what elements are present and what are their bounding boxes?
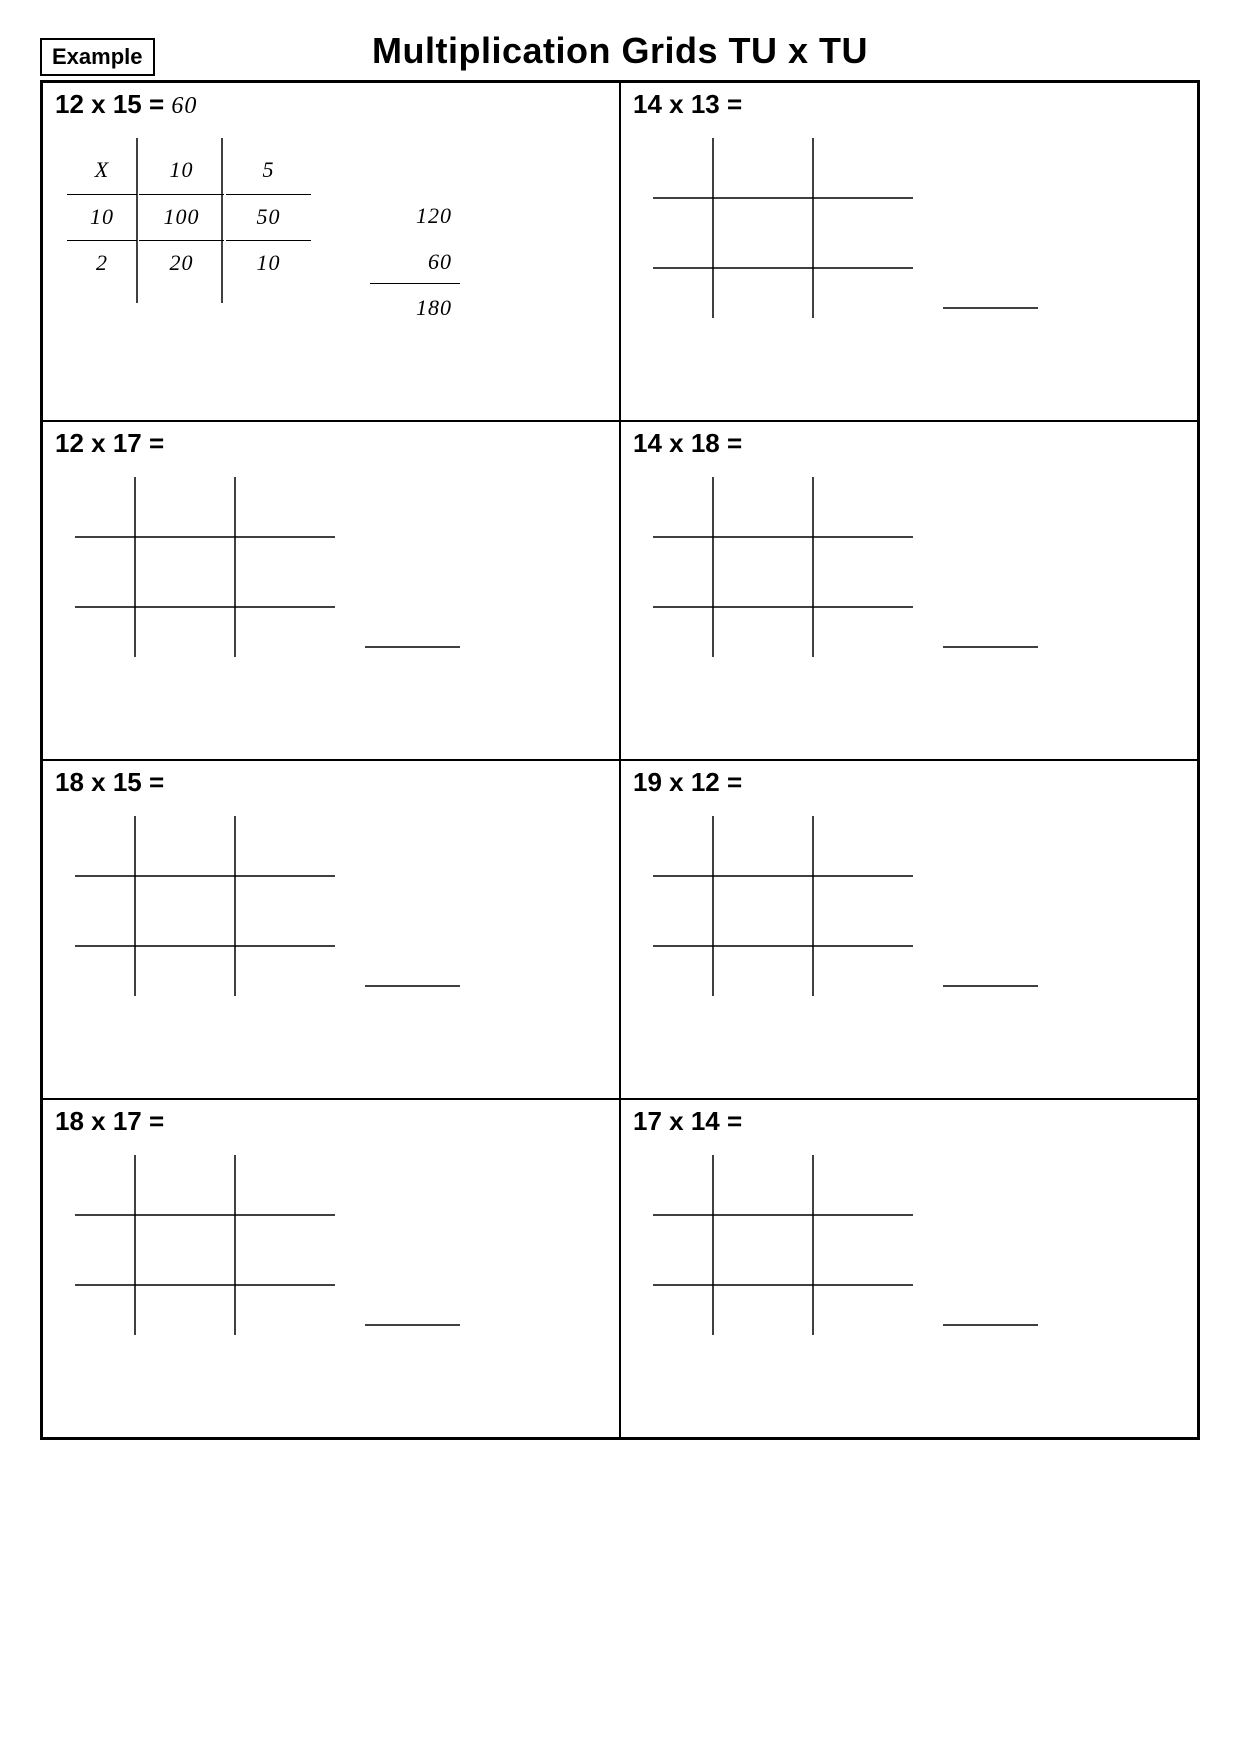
work-area — [55, 816, 607, 1076]
problem-cell: 18 x 17 = — [42, 1099, 620, 1438]
problem-text: 19 x 12 = — [633, 767, 742, 797]
example-tab-label: Example — [40, 38, 155, 76]
problem-label: 18 x 17 = — [55, 1106, 607, 1137]
blank-lattice — [643, 138, 1063, 338]
worksheet-page: Example Multiplication Grids TU x TU 12 … — [0, 0, 1240, 1470]
problem-hand-answer: 60 — [171, 93, 197, 119]
page-title: Multiplication Grids TU x TU — [40, 30, 1200, 72]
problem-label: 14 x 13 = — [633, 89, 1185, 120]
problem-label: 19 x 12 = — [633, 767, 1185, 798]
problem-label: 17 x 14 = — [633, 1106, 1185, 1137]
blank-lattice — [643, 816, 1063, 1016]
work-area — [633, 477, 1185, 737]
work-area — [633, 1155, 1185, 1415]
example-rowsum-1: 120 — [370, 194, 460, 238]
problem-text: 12 x 15 = — [55, 89, 171, 119]
problem-text: 12 x 17 = — [55, 428, 164, 458]
blank-lattice — [65, 1155, 485, 1355]
blank-lattice — [643, 477, 1063, 677]
problem-text: 18 x 15 = — [55, 767, 164, 797]
work-area — [55, 1155, 607, 1415]
problem-text: 14 x 13 = — [633, 89, 742, 119]
problem-label: 18 x 15 = — [55, 767, 607, 798]
example-header-c1: 10 — [139, 148, 224, 192]
problem-cell: 14 x 13 = — [620, 82, 1198, 421]
example-cell-r1c1: 100 — [139, 194, 224, 238]
example-cell-r2c2: 10 — [226, 240, 311, 284]
problem-text: 14 x 18 = — [633, 428, 742, 458]
example-row1-header: 10 — [67, 194, 137, 238]
problem-text: 18 x 17 = — [55, 1106, 164, 1136]
example-rowsum-2: 60 — [370, 240, 460, 284]
work-area — [633, 816, 1185, 1076]
work-area: X 10 5 10 100 50 120 2 — [55, 138, 607, 398]
problem-cell: 18 x 15 = — [42, 760, 620, 1099]
example-cell-r1c2: 50 — [226, 194, 311, 238]
example-header-x: X — [67, 148, 137, 192]
problem-cell: 14 x 18 = — [620, 421, 1198, 760]
blank-lattice — [643, 1155, 1063, 1355]
work-area — [55, 477, 607, 737]
problem-grid: 12 x 15 = 60 X 10 5 1 — [40, 80, 1200, 1440]
problem-label: 14 x 18 = — [633, 428, 1185, 459]
problem-cell: 12 x 15 = 60 X 10 5 1 — [42, 82, 620, 421]
example-header-c2: 5 — [226, 148, 311, 192]
blank-lattice — [65, 477, 485, 677]
problem-label: 12 x 17 = — [55, 428, 607, 459]
problem-text: 17 x 14 = — [633, 1106, 742, 1136]
example-grid-table: X 10 5 10 100 50 120 2 — [65, 146, 462, 332]
example-cell-r2c1: 20 — [139, 240, 224, 284]
example-total: 180 — [370, 286, 460, 330]
problem-label: 12 x 15 = 60 — [55, 89, 607, 120]
problem-cell: 19 x 12 = — [620, 760, 1198, 1099]
problem-cell: 17 x 14 = — [620, 1099, 1198, 1438]
problem-cell: 12 x 17 = — [42, 421, 620, 760]
blank-lattice — [65, 816, 485, 1016]
example-row2-header: 2 — [67, 240, 137, 284]
work-area — [633, 138, 1185, 398]
